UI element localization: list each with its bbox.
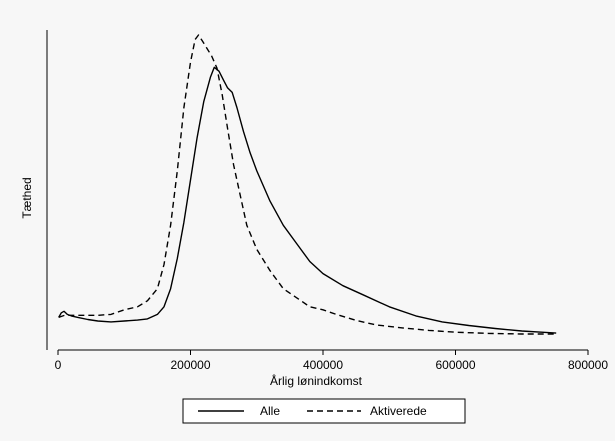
- x-tick-label: 600000: [435, 358, 475, 372]
- x-tick-label: 400000: [303, 358, 343, 372]
- legend-label-alle: Alle: [260, 404, 280, 418]
- legend: Alle Aktiverede: [182, 398, 466, 424]
- x-tick-label: 800000: [568, 358, 608, 372]
- series-line-alle: [58, 66, 557, 334]
- x-tick-label: 0: [55, 358, 62, 372]
- x-axis-label: Årlig lønindkomst: [270, 373, 363, 388]
- x-tick-label: 200000: [170, 358, 210, 372]
- y-axis-label: Tæthed: [20, 177, 34, 218]
- series-line-aktiverede: [58, 34, 555, 335]
- legend-label-aktiverede: Aktiverede: [370, 404, 427, 418]
